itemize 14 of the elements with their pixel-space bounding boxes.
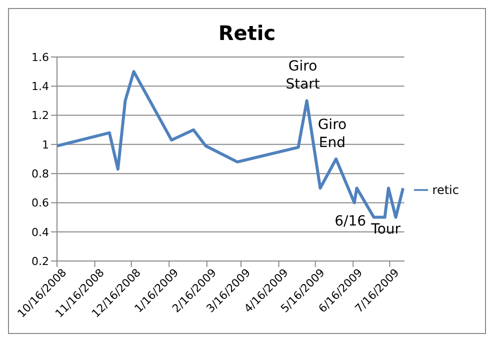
y-tick-label: 1.2 <box>32 109 49 122</box>
chart-title: Retic <box>217 21 277 47</box>
y-tick-label: 1.4 <box>32 80 49 94</box>
annotation: Giro End <box>318 117 347 152</box>
y-tick-label: 1.6 <box>32 50 49 64</box>
y-tick-label: 0.6 <box>32 196 49 210</box>
annotation: Tour <box>370 221 401 238</box>
annotation: Giro Start <box>286 58 320 93</box>
legend-label: retic <box>432 182 459 197</box>
y-tick-label: 0.2 <box>32 254 49 268</box>
y-tick-label: 0.4 <box>32 226 49 239</box>
y-tick-label: 1 <box>42 138 49 152</box>
annotation: 6/16 <box>334 214 366 230</box>
y-tick-label: 0.8 <box>32 167 49 180</box>
